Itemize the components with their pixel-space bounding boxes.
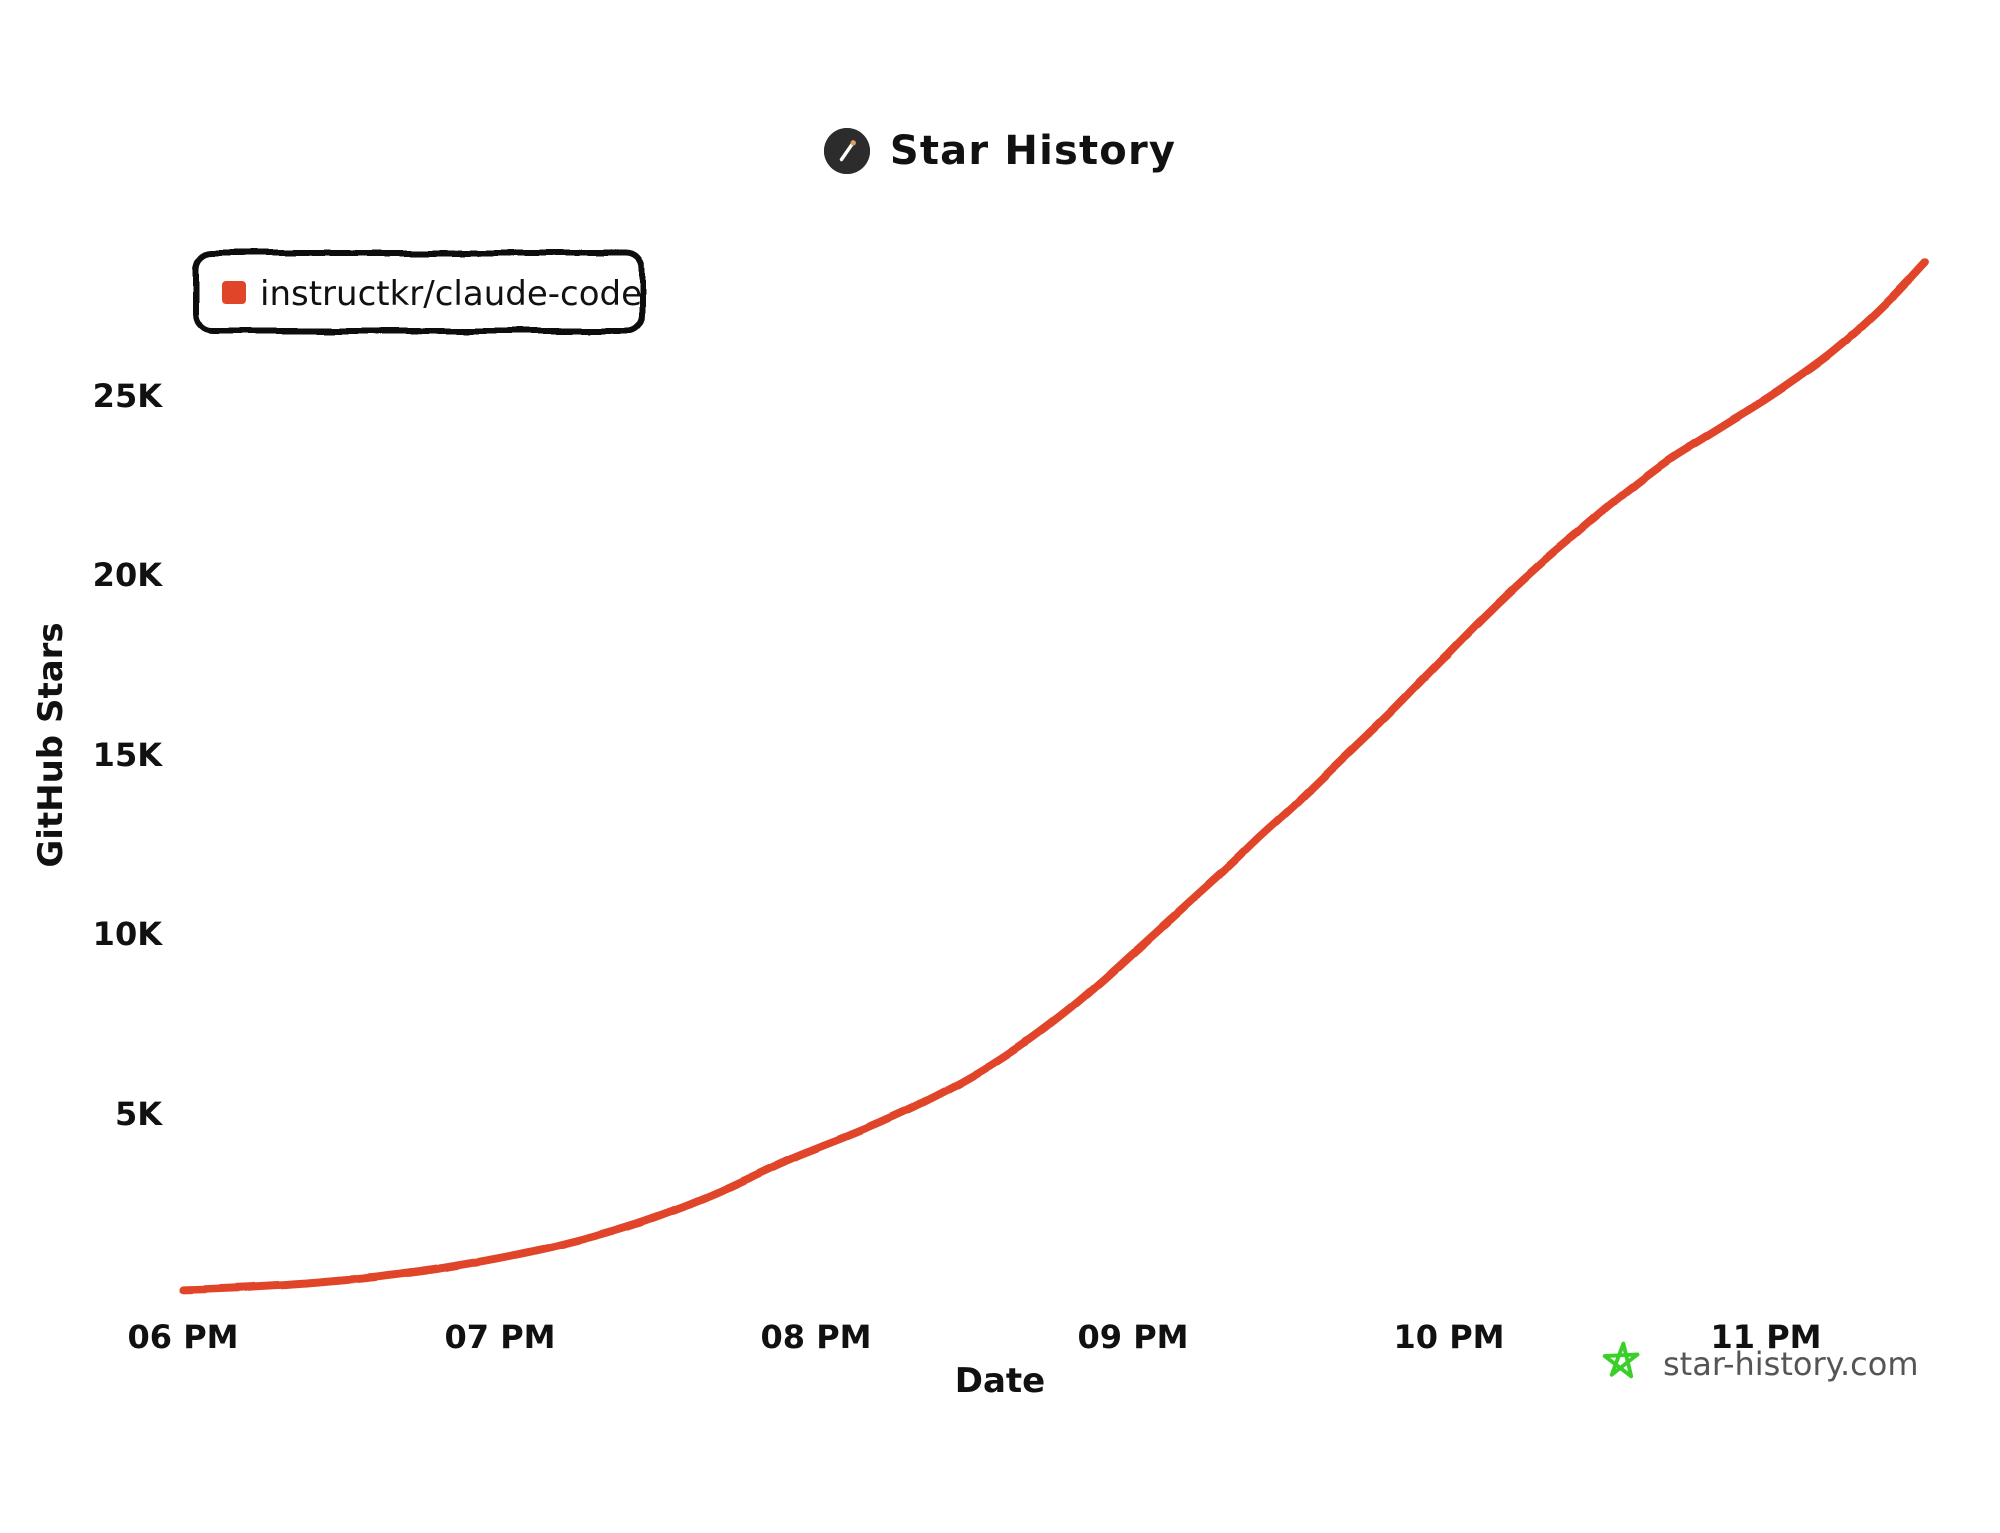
green-star-icon xyxy=(1602,1341,1640,1379)
y-tick-labels: 25K 20K 15K 10K 5K xyxy=(93,377,164,1133)
y-tick-label: 25K xyxy=(93,377,164,415)
x-tick-label: 08 PM xyxy=(761,1318,872,1356)
x-tick-label: 09 PM xyxy=(1078,1318,1189,1356)
series-line-instructkr-claude-code xyxy=(179,258,1929,1294)
watermark[interactable]: star-history.com xyxy=(1602,1341,1919,1383)
watermark-label: star-history.com xyxy=(1663,1345,1919,1383)
x-axis-title: Date xyxy=(955,1361,1045,1401)
y-tick-label: 10K xyxy=(93,915,164,953)
x-tick-label: 11 PM xyxy=(1711,1318,1822,1356)
x-tick-label: 10 PM xyxy=(1394,1318,1505,1356)
x-tick-label: 06 PM xyxy=(128,1318,239,1356)
legend-box xyxy=(193,250,645,334)
legend-label: instructkr/claude-code xyxy=(260,274,642,314)
y-tick-label: 20K xyxy=(93,556,164,594)
legend[interactable]: instructkr/claude-code xyxy=(193,250,645,334)
x-tick-label: 07 PM xyxy=(445,1318,556,1356)
y-tick-label: 5K xyxy=(115,1095,163,1133)
legend-color-swatch xyxy=(222,281,246,304)
y-axis-title: GitHub Stars xyxy=(31,622,71,867)
y-tick-label: 15K xyxy=(93,736,164,774)
x-tick-labels: 06 PM 07 PM 08 PM 09 PM 10 PM 11 PM xyxy=(128,1318,1822,1356)
